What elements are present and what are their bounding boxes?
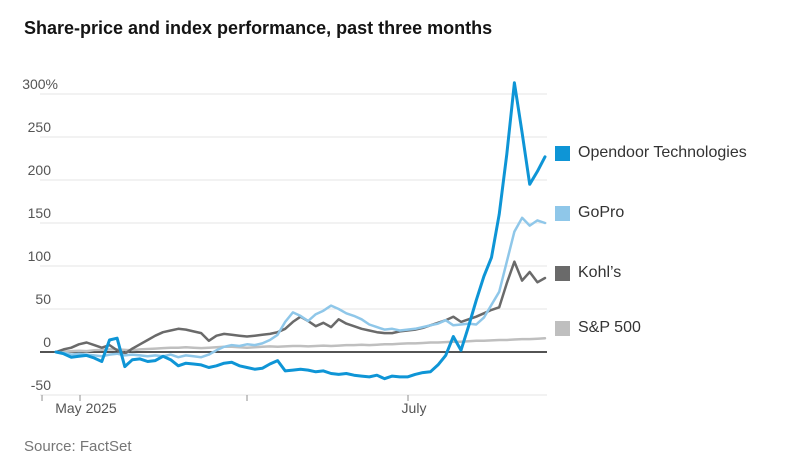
y-axis-label: 250: [28, 119, 52, 135]
y-axis-label: 100: [28, 248, 52, 264]
series-line-opendoor-technologies: [54, 81, 547, 381]
y-axis-label: -50: [31, 377, 51, 393]
x-axis-label: July: [402, 400, 427, 416]
y-axis-label: 200: [28, 162, 52, 178]
source-note: Source: FactSet: [24, 438, 132, 455]
x-axis-label: May 2025: [55, 400, 117, 416]
y-axis-label: 300%: [22, 76, 58, 92]
y-axis-label: 150: [28, 205, 52, 221]
chart-title: Share-price and index performance, past …: [24, 18, 493, 38]
y-axis-label: 0: [43, 334, 51, 350]
y-axis-label: 50: [35, 291, 51, 307]
series-line-gopro: [54, 216, 547, 359]
